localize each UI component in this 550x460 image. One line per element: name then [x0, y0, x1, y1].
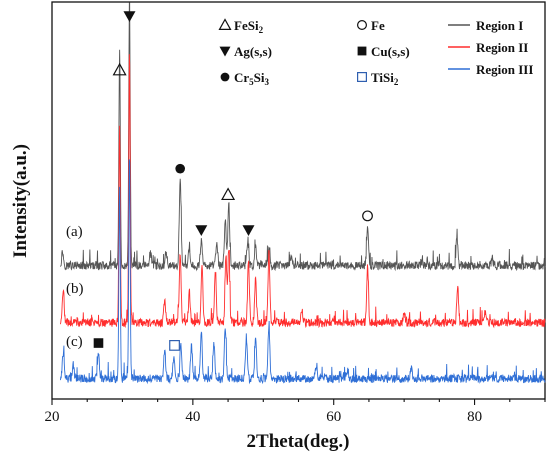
series-2-line — [60, 54, 546, 329]
phase-marker-open-triangle — [112, 62, 127, 76]
legend-symbol-filled-square — [357, 46, 367, 56]
legend-symbol-filled-triangle-down — [219, 46, 231, 57]
phase-marker-layer — [93, 11, 373, 351]
y-axis-title: Intensity(a.u.) — [10, 144, 31, 258]
curve-label-3: (c) — [66, 334, 83, 350]
legend-phase-label: Cu(s,s) — [371, 44, 410, 59]
x-tick-label: 80 — [467, 409, 482, 425]
legend-series-label: Region II — [476, 40, 528, 55]
phase-marker-filled-triangle-down — [195, 225, 208, 237]
curve-label-1: (a) — [66, 224, 83, 240]
curve-label-layer: (a) (b) (c) — [66, 224, 84, 350]
legend-phase-label: Fe — [371, 18, 385, 33]
series-1-line — [60, 2, 546, 272]
series-3-line — [60, 159, 546, 385]
x-axis-title: 2Theta(deg.) — [247, 431, 350, 452]
legend-symbol-open-square — [357, 71, 368, 82]
legend-phase-label: TiSi2 — [371, 70, 399, 87]
legend-symbol-open-circle — [357, 20, 368, 31]
phase-marker-open-circle — [362, 210, 373, 222]
x-tick-label: 60 — [326, 409, 341, 425]
x-axis-ticks: 20 40 60 80 — [45, 399, 546, 425]
phase-marker-filled-circle — [175, 163, 185, 174]
phase-marker-open-square — [169, 340, 180, 351]
curve-label-2: (b) — [66, 281, 84, 297]
phase-marker-filled-square — [93, 338, 104, 348]
legend-symbol-open-triangle — [218, 18, 232, 30]
plot-frame — [51, 1, 546, 400]
legend-symbol-filled-circle — [220, 72, 230, 82]
legend-phase-label: Cr5Si3 — [234, 70, 270, 87]
phase-marker-filled-triangle-down — [242, 225, 255, 237]
series-layer — [60, 2, 546, 385]
x-tick-label: 40 — [185, 409, 200, 425]
legend-series-label: Region I — [476, 18, 523, 33]
phase-marker-filled-triangle-down — [123, 11, 136, 22]
legend-series-label: Region III — [476, 62, 533, 77]
phase-marker-open-triangle — [221, 187, 236, 201]
legend-phase-label: Ag(s,s) — [234, 44, 272, 59]
x-tick-label: 20 — [45, 409, 60, 425]
legend: FeSi2 Fe Ag(s,s) Cu(s,s) Cr5Si3 TiSi2 Region I… — [218, 18, 533, 87]
legend-phase-label: FeSi2 — [234, 18, 264, 35]
